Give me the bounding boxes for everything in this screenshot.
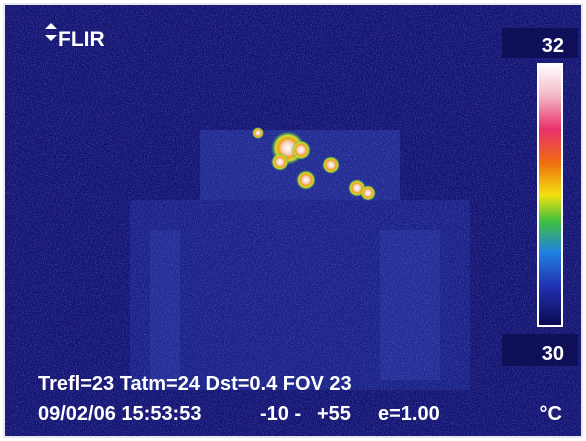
logo: FLIR [58, 28, 105, 51]
max-box [502, 28, 578, 58]
color-bar [538, 64, 562, 326]
scale-max: 32 [542, 35, 564, 57]
date-time: 09/02/06 15:53:53 [38, 403, 201, 425]
range-low: -10 - [260, 403, 301, 425]
unit: °C [540, 403, 562, 425]
min-box [502, 334, 578, 366]
info-line: Trefl=23 Tatm=24 Dst=0.4 FOV 23 [38, 373, 352, 395]
range-high: +55 [317, 403, 351, 425]
thermal-screen: FLIR 32 30 °C Trefl=23 Tatm=24 Dst=0.4 F… [0, 0, 586, 441]
scale-min: 30 [542, 343, 564, 365]
emissivity: e=1.00 [378, 403, 440, 425]
